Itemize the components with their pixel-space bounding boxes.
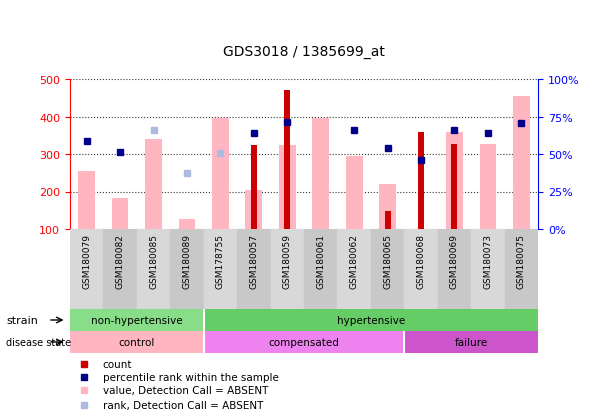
Text: compensated: compensated	[269, 337, 339, 347]
Text: GSM180082: GSM180082	[116, 233, 125, 288]
Text: GSM180073: GSM180073	[483, 233, 492, 288]
Bar	[204, 331, 404, 353]
Text: strain: strain	[6, 315, 38, 325]
Bar	[112, 198, 128, 230]
Text: GSM180085: GSM180085	[149, 233, 158, 288]
Text: GSM180068: GSM180068	[416, 233, 426, 288]
Bar	[279, 145, 295, 230]
Bar	[371, 230, 404, 309]
Text: count: count	[103, 359, 132, 369]
Bar	[304, 230, 337, 309]
Bar	[251, 145, 257, 230]
Bar	[137, 230, 170, 309]
Bar	[204, 230, 237, 309]
Bar	[446, 132, 463, 230]
Text: percentile rank within the sample: percentile rank within the sample	[103, 372, 278, 382]
Text: GSM180069: GSM180069	[450, 233, 459, 288]
Bar	[452, 144, 457, 230]
Text: GSM180065: GSM180065	[383, 233, 392, 288]
Bar	[271, 230, 304, 309]
Bar	[404, 230, 438, 309]
Bar	[145, 140, 162, 230]
Bar	[237, 230, 271, 309]
Text: GSM180057: GSM180057	[249, 233, 258, 288]
Bar	[313, 119, 329, 230]
Bar	[70, 309, 204, 331]
Bar	[204, 309, 538, 331]
Bar	[285, 91, 290, 230]
Bar	[418, 132, 424, 230]
Text: GSM180075: GSM180075	[517, 233, 526, 288]
Bar	[346, 157, 362, 230]
Bar	[404, 331, 538, 353]
Text: GSM178755: GSM178755	[216, 233, 225, 288]
Bar	[480, 144, 496, 230]
Bar	[179, 219, 195, 230]
Bar	[471, 230, 505, 309]
Bar	[170, 230, 204, 309]
Text: rank, Detection Call = ABSENT: rank, Detection Call = ABSENT	[103, 400, 263, 410]
Text: failure: failure	[455, 337, 488, 347]
Text: control: control	[119, 337, 155, 347]
Text: hypertensive: hypertensive	[337, 315, 405, 325]
Text: GSM180061: GSM180061	[316, 233, 325, 288]
Bar	[212, 119, 229, 230]
Bar	[379, 185, 396, 230]
Text: GSM180062: GSM180062	[350, 233, 359, 288]
Text: disease state: disease state	[6, 337, 71, 347]
Text: non-hypertensive: non-hypertensive	[91, 315, 182, 325]
Bar	[438, 230, 471, 309]
Text: GSM180079: GSM180079	[82, 233, 91, 288]
Bar	[78, 171, 95, 230]
Bar	[385, 211, 390, 230]
Bar	[337, 230, 371, 309]
Text: GSM180089: GSM180089	[182, 233, 192, 288]
Bar	[70, 230, 103, 309]
Bar	[103, 230, 137, 309]
Text: value, Detection Call = ABSENT: value, Detection Call = ABSENT	[103, 385, 268, 395]
Bar	[505, 230, 538, 309]
Bar	[70, 331, 204, 353]
Text: GDS3018 / 1385699_at: GDS3018 / 1385699_at	[223, 45, 385, 59]
Text: GSM180059: GSM180059	[283, 233, 292, 288]
Bar	[513, 97, 530, 230]
Bar	[246, 190, 262, 230]
